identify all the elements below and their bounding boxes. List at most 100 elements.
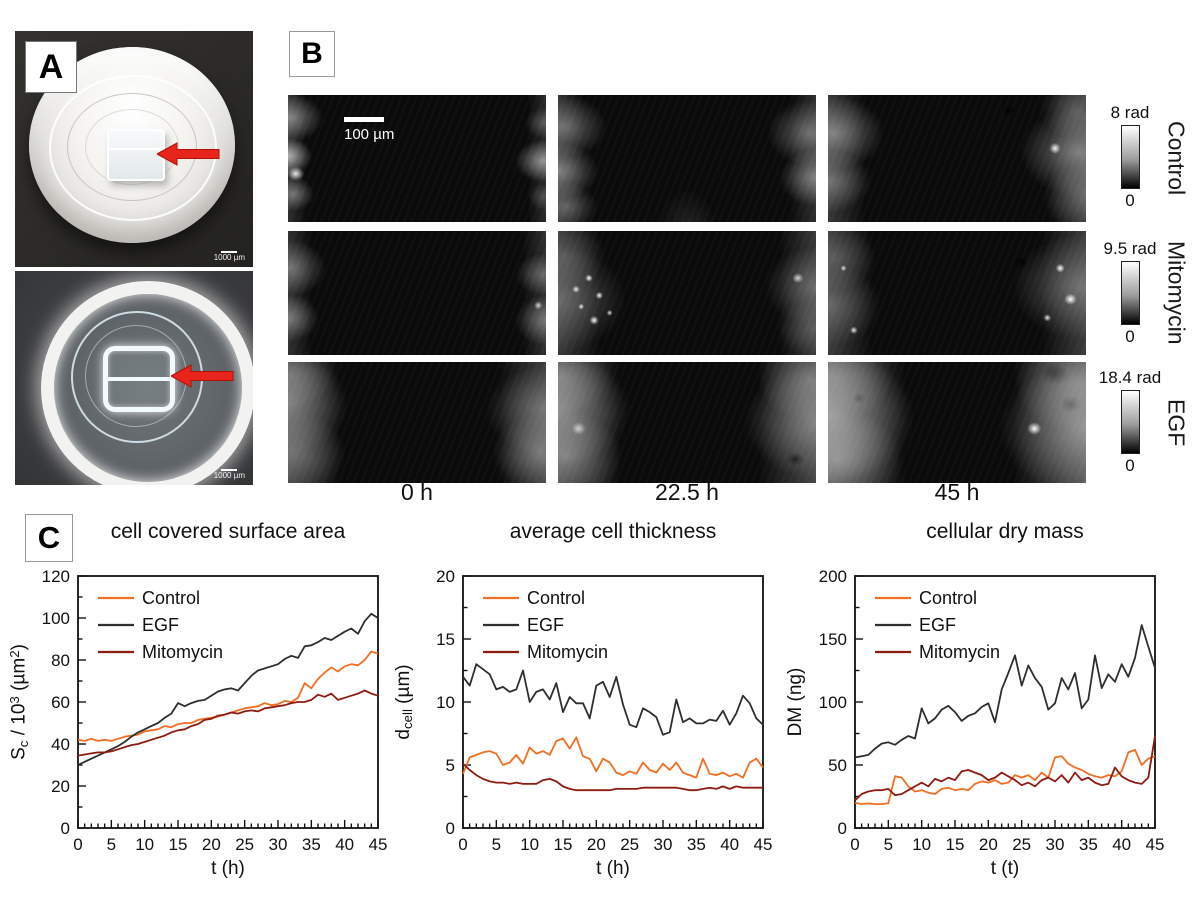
scale-bar-line xyxy=(221,251,238,254)
svg-text:5: 5 xyxy=(107,835,116,854)
colorbar-gradient xyxy=(1120,125,1140,189)
chart-title: average cell thickness xyxy=(509,520,717,543)
svg-text:10: 10 xyxy=(912,835,931,854)
svg-text:40: 40 xyxy=(1112,835,1131,854)
panel-a-label: A xyxy=(25,41,77,93)
svg-text:80: 80 xyxy=(51,651,70,670)
svg-text:35: 35 xyxy=(687,835,706,854)
y-axis-label: dcell (µm) xyxy=(392,664,416,740)
svg-text:30: 30 xyxy=(1046,835,1065,854)
svg-text:EGF: EGF xyxy=(919,615,956,635)
scale-bar-line xyxy=(344,117,384,122)
colorbar-min-label: 0 xyxy=(1125,327,1135,346)
row-label-mitomycin: Mitomycin xyxy=(1163,241,1190,345)
svg-text:Mitomycin: Mitomycin xyxy=(142,642,223,662)
dish-ring xyxy=(49,75,217,221)
y-axis-label: DM (ng) xyxy=(785,667,806,737)
plot-area: 0 5 10 15 20 25 30 35 40 45 0 50 100 150 200 Control EGF… xyxy=(819,568,1165,854)
phase-image-egf-22h xyxy=(558,362,816,483)
svg-text:200: 200 xyxy=(819,568,847,586)
svg-text:20: 20 xyxy=(51,777,70,796)
svg-text:10: 10 xyxy=(520,835,539,854)
svg-text:5: 5 xyxy=(884,835,893,854)
colorbar-min-label: 0 xyxy=(1125,456,1135,475)
colorbar-egf: 18.4 rad 0 xyxy=(1098,368,1162,476)
svg-text:150: 150 xyxy=(819,630,847,649)
plot-area: 0 5 10 15 20 25 30 35 40 45 0 20 40 60 80 100 120 Control… xyxy=(42,568,388,854)
colorbar-gradient xyxy=(1120,261,1140,325)
colorbar-mitomycin: 9.5 rad 0 xyxy=(1098,239,1162,347)
svg-text:15: 15 xyxy=(946,835,965,854)
photo-scale-bar: 1000 µm xyxy=(214,469,245,481)
phase-image-mitomycin-22h xyxy=(558,231,816,355)
phase-image-mitomycin-0h xyxy=(288,231,546,355)
svg-text:100: 100 xyxy=(42,609,70,628)
chart-cell-covered-surface-area: cell covered surface area Sc / 103 (µm2)… xyxy=(7,520,395,880)
svg-text:5: 5 xyxy=(492,835,501,854)
scale-bar-label: 100 µm xyxy=(344,126,395,143)
image-scale-bar: 100 µm xyxy=(344,117,394,143)
time-label-22h: 22.5 h xyxy=(655,478,719,505)
x-axis-label: t (h) xyxy=(596,858,630,879)
dish-ring xyxy=(67,93,197,201)
red-arrow-icon xyxy=(171,364,234,388)
svg-text:50: 50 xyxy=(828,756,847,775)
svg-text:15: 15 xyxy=(554,835,573,854)
svg-text:0: 0 xyxy=(850,835,859,854)
svg-text:Control: Control xyxy=(142,588,200,608)
photo-scale-bar: 1000 µm xyxy=(214,251,245,263)
svg-text:20: 20 xyxy=(587,835,606,854)
chart-title: cellular dry mass xyxy=(926,520,1084,543)
svg-text:0: 0 xyxy=(73,835,82,854)
row-label-control: Control xyxy=(1163,121,1190,196)
svg-text:35: 35 xyxy=(1079,835,1098,854)
phase-image-mitomycin-45h xyxy=(828,231,1086,355)
red-arrow-icon xyxy=(157,142,220,166)
phase-image-control-45h xyxy=(828,95,1086,222)
chart-title: cell covered surface area xyxy=(110,520,346,543)
colorbar-max-label: 8 rad xyxy=(1110,103,1150,122)
svg-text:40: 40 xyxy=(720,835,739,854)
svg-text:45: 45 xyxy=(369,835,388,854)
colorbar-gradient xyxy=(1120,390,1140,454)
svg-text:30: 30 xyxy=(654,835,673,854)
x-axis-label: t (t) xyxy=(990,858,1020,879)
colorbar-max-label: 18.4 rad xyxy=(1098,368,1162,387)
y-axis-label: Sc / 103 (µm2) xyxy=(7,644,31,760)
svg-text:0: 0 xyxy=(458,835,467,854)
svg-text:0: 0 xyxy=(838,819,847,838)
svg-text:15: 15 xyxy=(169,835,188,854)
svg-text:45: 45 xyxy=(1146,835,1165,854)
svg-text:5: 5 xyxy=(446,756,455,775)
svg-text:Control: Control xyxy=(919,588,977,608)
svg-text:20: 20 xyxy=(202,835,221,854)
scale-bar-label: 1000 µm xyxy=(213,253,245,263)
svg-text:Control: Control xyxy=(527,588,585,608)
panelA-photo-top-view: 1000 µm xyxy=(15,271,253,485)
svg-text:10: 10 xyxy=(436,693,455,712)
svg-text:40: 40 xyxy=(335,835,354,854)
svg-text:120: 120 xyxy=(42,568,70,586)
chart-average-cell-thickness: average cell thickness dcell (µm) 0 5 10 15… xyxy=(392,520,780,880)
phase-image-control-22h xyxy=(558,95,816,222)
phase-image-control-0h: 100 µm xyxy=(288,95,546,222)
svg-text:30: 30 xyxy=(269,835,288,854)
svg-text:45: 45 xyxy=(754,835,773,854)
phase-image-egf-45h xyxy=(828,362,1086,483)
svg-text:25: 25 xyxy=(620,835,639,854)
svg-text:25: 25 xyxy=(1012,835,1031,854)
row-label-egf: EGF xyxy=(1163,398,1190,447)
scale-bar-line xyxy=(221,469,238,472)
svg-text:0: 0 xyxy=(61,819,70,838)
phase-image-egf-0h xyxy=(288,362,546,483)
svg-text:Mitomycin: Mitomycin xyxy=(527,642,608,662)
colorbar-min-label: 0 xyxy=(1125,191,1135,210)
colorbar-max-label: 9.5 rad xyxy=(1103,239,1157,258)
svg-text:60: 60 xyxy=(51,693,70,712)
svg-text:100: 100 xyxy=(819,693,847,712)
colorbar-control: 8 rad 0 xyxy=(1098,103,1162,211)
svg-text:10: 10 xyxy=(135,835,154,854)
time-label-45h: 45 h xyxy=(934,478,980,505)
svg-text:20: 20 xyxy=(979,835,998,854)
